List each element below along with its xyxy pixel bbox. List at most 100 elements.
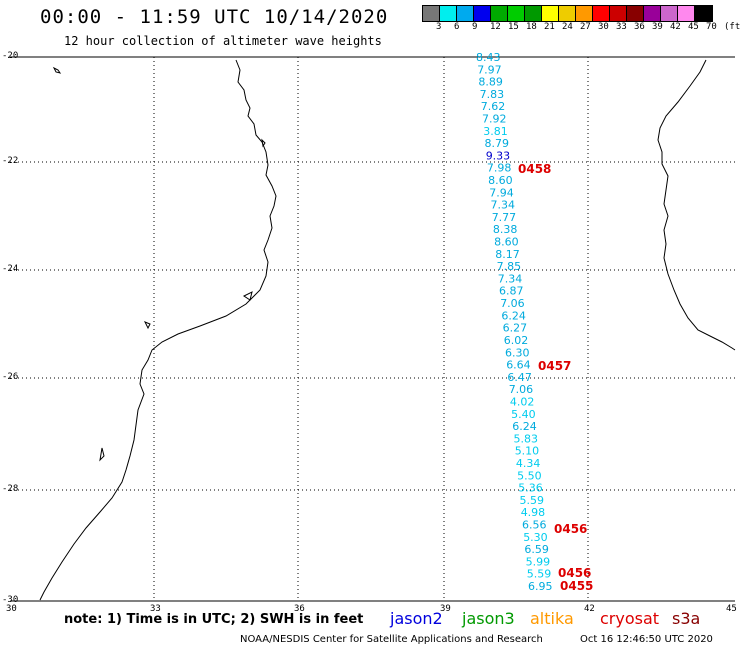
wave-height-label: 6.95 <box>528 580 553 593</box>
wave-height-label: 4.98 <box>521 506 546 519</box>
wave-height-label: 5.83 <box>514 432 539 445</box>
legend-label: 21 <box>544 22 555 32</box>
legend-swatch <box>661 6 678 21</box>
timestamp: Oct 16 12:46:50 UTC 2020 <box>580 634 713 645</box>
wave-height-label: 7.06 <box>509 383 534 396</box>
legend-label: 24 <box>562 22 573 32</box>
legend-swatch <box>695 6 712 21</box>
coastline <box>39 59 736 601</box>
legend-swatch <box>508 6 525 21</box>
pass-time-label: 0456 <box>558 566 591 580</box>
wave-height-label: 7.06 <box>500 297 525 310</box>
legend-swatch <box>525 6 542 21</box>
wave-height-label: 8.38 <box>493 223 518 236</box>
legend-label: 18 <box>526 22 537 32</box>
pass-time-label: 0455 <box>560 579 593 593</box>
y-tick-label: -24 <box>2 264 19 274</box>
legend-label: 6 <box>454 22 460 32</box>
wave-height-label: 8.43 <box>476 51 501 64</box>
legend-label: 12 <box>490 22 501 32</box>
wave-height-label: 6.27 <box>503 322 527 335</box>
wave-height-label: 7.97 <box>477 63 502 76</box>
legend-label: 36 <box>634 22 645 32</box>
x-tick-label: 36 <box>294 604 305 614</box>
wave-height-label: 7.83 <box>480 88 505 101</box>
pass-time-label: 0457 <box>538 359 571 373</box>
altimeter-track: 8.437.978.897.837.627.923.818.799.337.98… <box>476 51 593 593</box>
wave-height-label: 6.47 <box>507 371 532 384</box>
wave-height-label: 4.02 <box>510 396 535 409</box>
legend-swatch <box>457 6 474 21</box>
y-tick-label: -26 <box>2 372 19 382</box>
legend-label: (ft) <box>724 22 740 32</box>
legend-label: 3 <box>436 22 442 32</box>
wave-height-label: 8.60 <box>488 174 512 187</box>
legend-swatch <box>610 6 627 21</box>
island-4 <box>143 321 151 330</box>
legend-swatch <box>593 6 610 21</box>
satellite-name: jason3 <box>462 609 515 628</box>
x-tick-label: 45 <box>726 604 737 614</box>
x-tick-label: 39 <box>440 604 451 614</box>
wave-height-label: 7.34 <box>491 199 516 212</box>
africa-coastline <box>39 59 277 601</box>
wave-height-label: 6.64 <box>506 359 531 372</box>
legend-swatch <box>542 6 559 21</box>
wave-height-label: 8.79 <box>485 137 510 150</box>
x-tick-label: 33 <box>150 604 161 614</box>
wave-height-label: 5.10 <box>515 445 540 458</box>
wave-height-label: 5.40 <box>511 408 535 421</box>
satellite-name: jason2 <box>390 609 443 628</box>
satellite-name: altika <box>530 609 574 628</box>
credit-line: NOAA/NESDIS Center for Satellite Applica… <box>240 634 543 645</box>
wave-height-label: 6.24 <box>512 420 537 433</box>
wave-height-label: 5.99 <box>526 555 551 568</box>
legend-swatch <box>559 6 576 21</box>
island-3 <box>243 291 253 301</box>
satellite-name: cryosat <box>600 609 660 628</box>
legend-swatch <box>474 6 491 21</box>
legend-swatch <box>627 6 644 21</box>
wave-height-label: 3.81 <box>483 125 508 138</box>
legend-label: 42 <box>670 22 681 32</box>
legend-swatch <box>440 6 457 21</box>
wave-height-label: 7.62 <box>481 100 506 113</box>
legend-label: 39 <box>652 22 663 32</box>
wave-height-label: 6.24 <box>501 309 526 322</box>
legend-swatch <box>423 6 440 21</box>
y-tick-label: -20 <box>2 51 19 61</box>
x-tick-label: 42 <box>584 604 595 614</box>
wave-height-label: 5.50 <box>517 469 542 482</box>
satellite-name: s3a <box>672 609 701 628</box>
map-title: 00:00 - 11:59 UTC 10/14/2020 <box>40 6 389 28</box>
x-tick-label: 30 <box>6 604 17 614</box>
wave-height-label: 9.33 <box>486 149 511 162</box>
wave-height-label: 6.59 <box>524 543 549 556</box>
wave-height-label: 4.34 <box>516 457 541 470</box>
y-tick-label: -22 <box>2 156 19 166</box>
color-legend <box>422 5 713 22</box>
legend-label: 70 <box>706 22 717 32</box>
legend-label: 27 <box>580 22 591 32</box>
wave-height-label: 5.59 <box>520 494 545 507</box>
wave-height-label: 5.59 <box>527 568 552 581</box>
island-5 <box>99 447 105 462</box>
footer-note: note: 1) Time is in UTC; 2) SWH is in fe… <box>64 612 364 627</box>
island-2 <box>261 138 266 148</box>
wave-height-label: 8.60 <box>494 236 518 249</box>
pass-time-label: 0458 <box>518 162 551 176</box>
legend-label: 30 <box>598 22 609 32</box>
legend-swatch <box>644 6 661 21</box>
wave-height-label: 7.94 <box>489 186 514 199</box>
legend-swatch <box>491 6 508 21</box>
legend-label: 33 <box>616 22 627 32</box>
island-1 <box>52 66 62 74</box>
wave-height-label: 7.77 <box>492 211 517 224</box>
y-tick-label: -30 <box>2 595 19 605</box>
y-tick-label: -28 <box>2 484 19 494</box>
wave-height-label: 8.89 <box>478 76 503 89</box>
legend-label: 45 <box>688 22 699 32</box>
wave-height-label: 5.30 <box>523 531 548 544</box>
map-subtitle: 12 hour collection of altimeter wave hei… <box>64 34 382 48</box>
